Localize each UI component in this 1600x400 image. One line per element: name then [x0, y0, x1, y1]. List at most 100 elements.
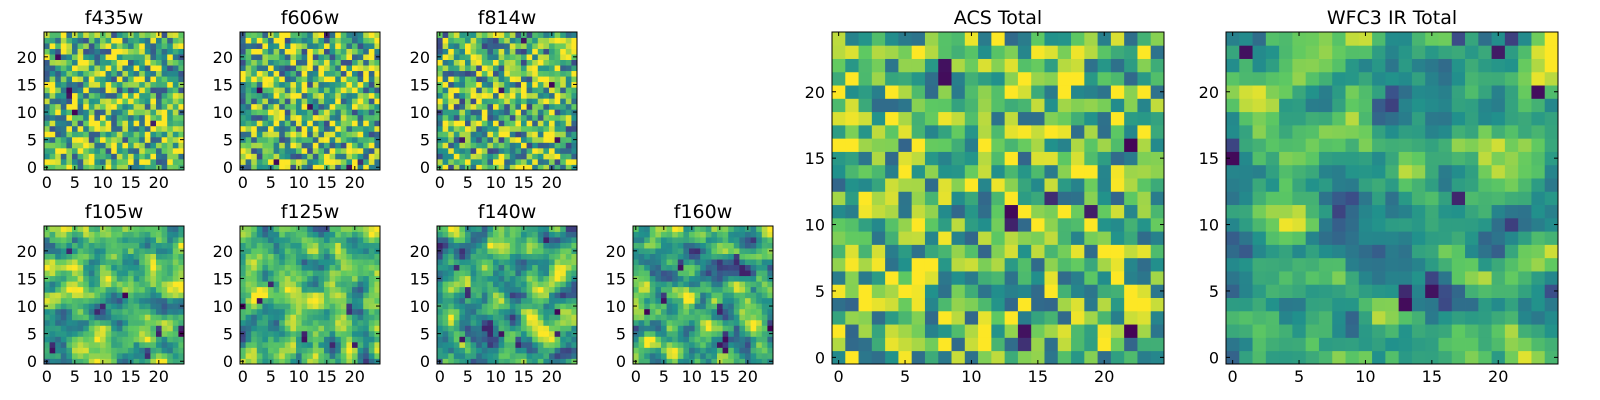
heatmap-cell	[1004, 337, 1019, 352]
heatmap-cell	[44, 147, 50, 154]
heatmap-cell	[526, 54, 533, 60]
heatmap-cell	[324, 286, 330, 293]
heatmap-cell	[858, 310, 873, 325]
heatmap-cell	[493, 136, 499, 143]
heatmap-cell	[700, 264, 707, 271]
heatmap-cell	[116, 147, 123, 154]
heatmap-cell	[256, 92, 263, 99]
heatmap-cell	[161, 297, 168, 304]
heatmap-cell	[554, 131, 561, 138]
heatmap-cell	[245, 253, 252, 260]
x-tick-label: 20	[738, 367, 758, 386]
heatmap-cell	[156, 98, 162, 105]
heatmap-cell	[273, 92, 280, 99]
heatmap-cell	[476, 109, 483, 116]
heatmap-cell	[66, 147, 73, 154]
heatmap-cell	[251, 314, 258, 321]
heatmap-cell	[256, 325, 263, 332]
heatmap-cell	[711, 264, 718, 271]
heatmap-cell	[290, 43, 297, 49]
heatmap-cell	[978, 284, 992, 298]
heatmap-cell	[77, 330, 84, 337]
heatmap-cell	[543, 125, 550, 132]
heatmap-cell	[262, 325, 269, 332]
heatmap-cell	[465, 231, 471, 238]
heatmap-cell	[144, 319, 151, 326]
heatmap-cell	[964, 178, 979, 192]
heatmap-cell	[487, 87, 494, 94]
heatmap-cell	[340, 292, 347, 299]
heatmap-cell	[465, 297, 471, 304]
heatmap-cell	[750, 286, 757, 293]
heatmap-cell	[55, 336, 62, 343]
heatmap-cell	[296, 153, 302, 160]
heatmap-cell	[644, 286, 651, 293]
heatmap-cell	[44, 314, 50, 321]
heatmap-cell	[504, 341, 511, 348]
heatmap-cell	[1110, 178, 1125, 192]
heatmap-cell	[1004, 191, 1019, 206]
heatmap-cell	[66, 281, 73, 288]
heatmap-cell	[273, 358, 280, 365]
heatmap-cell	[493, 37, 499, 44]
heatmap-cell	[72, 330, 78, 337]
heatmap-cell	[72, 242, 78, 249]
heatmap-cell	[543, 347, 550, 354]
heatmap-cell	[262, 270, 269, 277]
heatmap-cell	[307, 131, 314, 138]
heatmap-cell	[77, 153, 84, 160]
heatmap-cell	[301, 59, 308, 66]
heatmap-cell	[111, 264, 118, 271]
heatmap-cell	[172, 65, 179, 72]
heatmap-cell	[655, 242, 662, 249]
heatmap-cell	[470, 253, 477, 260]
heatmap-cell	[77, 281, 84, 288]
heatmap-cell	[683, 319, 690, 326]
heatmap-cell	[745, 237, 751, 243]
heatmap-cell	[374, 65, 381, 72]
heatmap-cell	[88, 259, 95, 266]
heatmap-cell	[767, 281, 774, 288]
heatmap-cell	[346, 158, 353, 165]
heatmap-cell	[296, 114, 302, 121]
heatmap-cell	[346, 65, 353, 72]
heatmap-cell	[256, 70, 263, 77]
heatmap-cell	[60, 347, 67, 354]
heatmap-cell	[324, 125, 330, 132]
heatmap-cell	[481, 253, 488, 260]
heatmap-cell	[83, 153, 90, 160]
heatmap-cell	[498, 147, 505, 154]
heatmap-cell	[307, 259, 314, 266]
heatmap-cell	[72, 292, 78, 299]
heatmap-cell	[504, 37, 511, 44]
heatmap-cell	[296, 65, 302, 72]
heatmap-cell	[357, 59, 364, 66]
heatmap-cell	[526, 142, 533, 149]
heatmap-cell	[49, 87, 56, 94]
heatmap-cell	[83, 226, 90, 232]
heatmap-cell	[368, 259, 375, 266]
heatmap-cell	[465, 98, 471, 105]
heatmap-cell	[55, 242, 62, 249]
heatmap-cell	[161, 125, 168, 132]
heatmap-cell	[312, 226, 319, 232]
heatmap-cell	[733, 231, 740, 238]
heatmap-cell	[83, 237, 90, 243]
heatmap-cell	[105, 270, 112, 277]
heatmap-cell	[465, 286, 471, 293]
heatmap-cell	[554, 303, 561, 310]
heatmap-cell	[470, 120, 477, 127]
heatmap-cell	[161, 352, 168, 359]
heatmap-cell	[543, 120, 550, 127]
heatmap-cell	[262, 81, 269, 88]
heatmap-cell	[554, 65, 561, 72]
heatmap-cell	[526, 281, 533, 288]
heatmap-cell	[560, 98, 567, 105]
heatmap-cell	[374, 103, 381, 110]
heatmap-cell	[442, 303, 449, 310]
heatmap-cell	[312, 253, 319, 260]
heatmap-cell	[728, 325, 735, 332]
heatmap-cell	[128, 330, 134, 337]
heatmap-cell	[167, 142, 174, 149]
x-tick-label: 20	[345, 173, 365, 192]
